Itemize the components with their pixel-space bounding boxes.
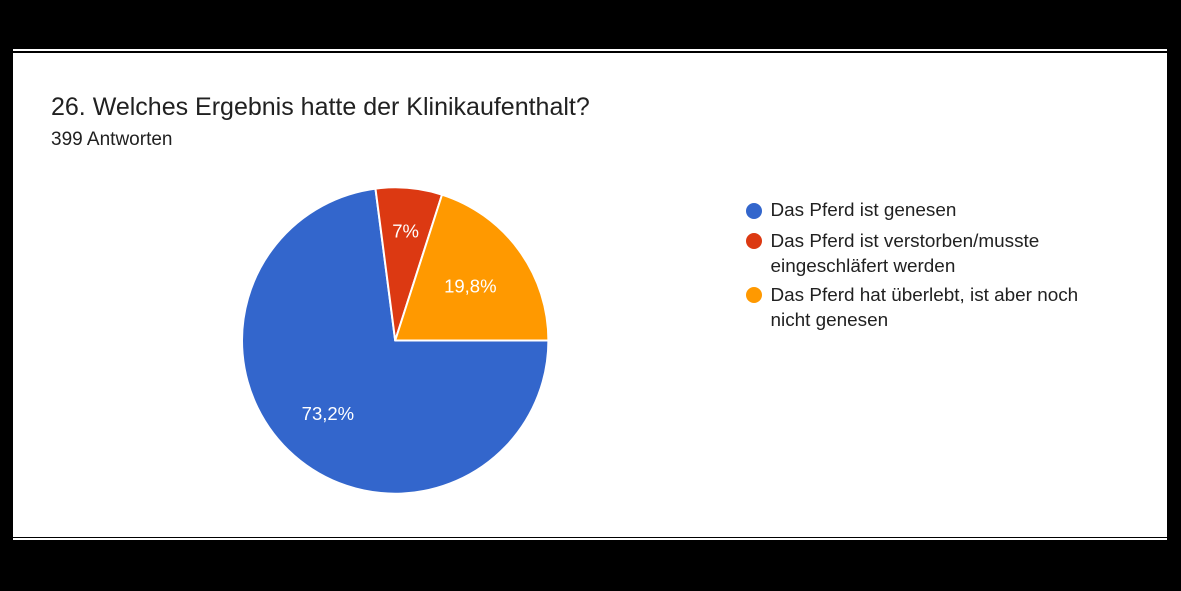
svg-text:7%: 7% [392,221,419,242]
svg-text:73,2%: 73,2% [302,403,354,424]
svg-text:19,8%: 19,8% [444,276,496,297]
